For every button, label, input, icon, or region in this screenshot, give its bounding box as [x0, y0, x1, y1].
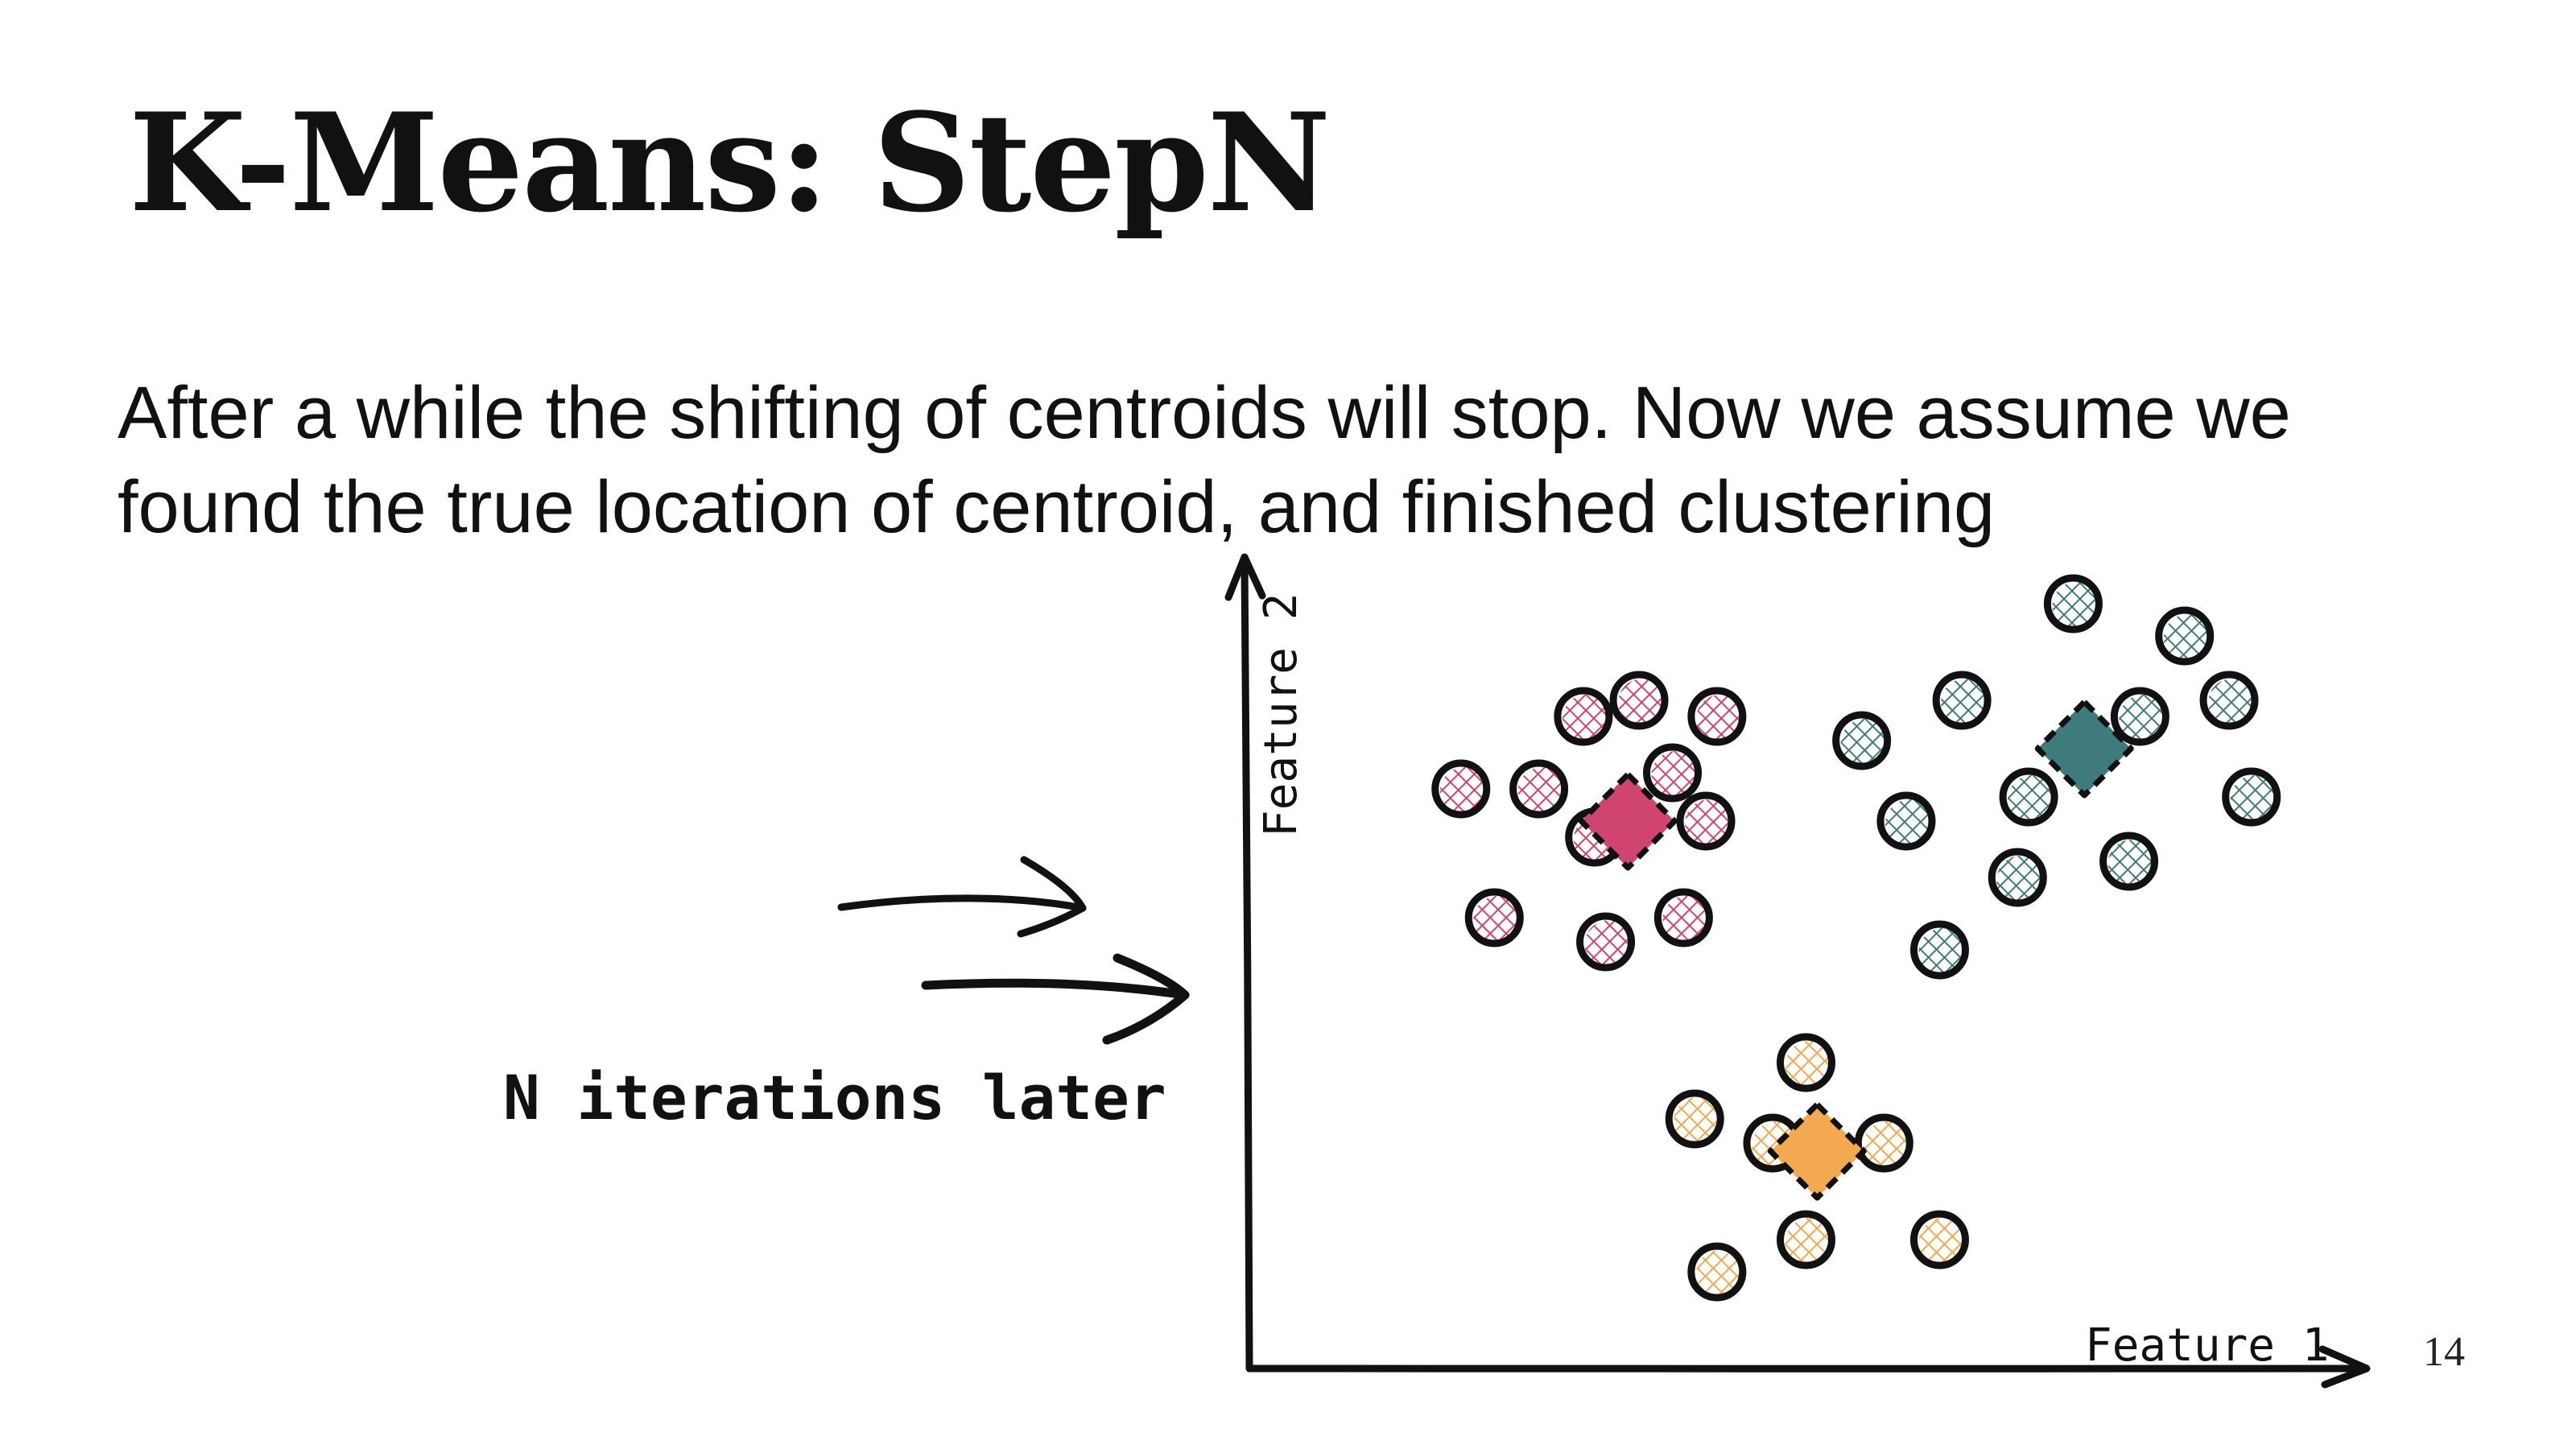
pink-cluster-point: [1676, 791, 1736, 851]
pink-cluster-point: [1653, 888, 1713, 947]
teal-cluster-point: [1932, 671, 1992, 730]
teal-cluster-point: [2199, 671, 2259, 730]
y-axis-label: Feature 2: [1255, 593, 1307, 837]
orange-cluster-point: [1665, 1089, 1724, 1149]
orange-cluster-point: [1909, 1210, 1969, 1269]
teal-cluster-point: [1832, 711, 1892, 770]
annotation-label: N iterations later: [503, 1062, 1166, 1133]
pink-cluster-point: [1554, 687, 1613, 746]
orange-cluster-point: [1777, 1210, 1835, 1269]
x-axis-arrowhead: [2318, 1345, 2371, 1389]
teal-cluster-point: [2043, 574, 2103, 634]
pink-cluster-point: [1643, 743, 1703, 803]
annotation-arrow-upper: [837, 894, 1087, 912]
orange-centroid: [1767, 1101, 1867, 1201]
orange-cluster-point: [1854, 1113, 1913, 1173]
page-number: 14: [2423, 1329, 2465, 1375]
teal-cluster-point: [1876, 791, 1936, 851]
pink-centroid: [1578, 771, 1678, 871]
orange-cluster-point: [1687, 1242, 1747, 1302]
annotation-arrowhead-lower: [1102, 953, 1190, 1045]
slide-title: K-Means: StepN: [129, 83, 1331, 242]
teal-centroid: [2034, 699, 2134, 799]
teal-cluster-point: [2222, 767, 2281, 827]
cluster-centroids: [1578, 699, 2134, 1201]
pink-cluster-point: [1609, 671, 1669, 730]
x-axis-label: Feature 1: [2085, 1319, 2329, 1372]
annotation-arrow-lower: [921, 978, 1190, 1000]
teal-cluster-point: [1909, 920, 1969, 980]
annotation-arrowhead-upper: [1017, 856, 1087, 938]
pink-cluster-point: [1464, 888, 1524, 947]
cluster-points: [1431, 574, 2281, 1302]
pink-cluster-point: [1687, 687, 1747, 746]
teal-cluster-point: [2155, 606, 2215, 666]
y-axis-line: [1241, 559, 1253, 1373]
teal-cluster-point: [1988, 848, 2047, 907]
teal-cluster-point: [2099, 832, 2159, 891]
orange-cluster-point: [1777, 1033, 1835, 1092]
teal-cluster-point: [1999, 767, 2058, 827]
pink-cluster-point: [1431, 759, 1491, 819]
y-axis-arrowhead: [1224, 553, 1266, 601]
pink-cluster-point: [1576, 912, 1636, 972]
pink-cluster-point: [1509, 759, 1569, 819]
slide-body-text: After a while the shifting of centroids …: [118, 372, 2291, 548]
teal-cluster-point: [2110, 687, 2169, 746]
